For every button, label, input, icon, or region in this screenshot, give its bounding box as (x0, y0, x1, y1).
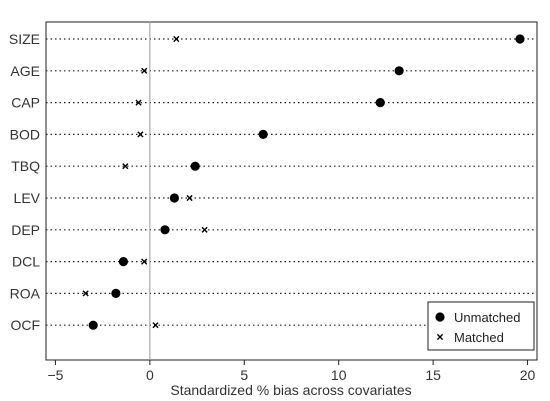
unmatched-point-dep (160, 225, 170, 235)
unmatched-point-bod (258, 129, 268, 139)
unmatched-point-tbq (190, 161, 200, 171)
x-tick-label-4: 15 (425, 367, 441, 383)
x-tick-label-5: 20 (520, 367, 536, 383)
unmatched-point-roa (111, 288, 121, 298)
x-tick-label-1: 0 (146, 367, 154, 383)
legend-marker-matched (436, 333, 444, 341)
legend: Unmatched Matched (427, 301, 535, 351)
matched-point-lev (186, 194, 193, 202)
category-rows: SIZE AGE CAP BOD TBQ LEV DEP DCL ROA OCF (9, 31, 537, 333)
plot-frame (45, 21, 538, 361)
unmatched-point-dcl (118, 257, 129, 267)
matched-point-cap (135, 99, 142, 106)
matched-point-bod (137, 131, 144, 138)
legend-label-unmatched: Unmatched (454, 310, 520, 325)
category-label-bod: BOD (10, 126, 40, 142)
category-label-dep: DEP (11, 222, 40, 238)
unmatched-point-age (394, 66, 404, 76)
category-label-ocf: OCF (10, 317, 40, 333)
category-label-cap: CAP (11, 95, 40, 111)
unmatched-point-cap (375, 98, 385, 108)
unmatched-point-size (515, 34, 525, 44)
category-label-tbq: TBQ (11, 158, 40, 174)
category-label-lev: LEV (14, 190, 41, 206)
x-tick-label-3: 10 (331, 367, 347, 383)
matched-point-ocf (152, 322, 159, 329)
x-tick-label-0: −5 (47, 367, 63, 383)
legend-marker-unmatched (435, 312, 445, 322)
matched-point-size (173, 35, 180, 43)
x-axis: −5 0 5 10 15 20 (47, 360, 536, 383)
x-axis-label: Standardized % bias across covariates (170, 382, 411, 398)
unmatched-point-ocf (88, 320, 98, 330)
matched-point-dcl (141, 258, 148, 265)
unmatched-point-lev (169, 193, 180, 203)
category-label-size: SIZE (9, 31, 40, 47)
legend-label-matched: Matched (454, 330, 504, 345)
matched-point-dep (201, 226, 208, 233)
legend-box (427, 301, 535, 351)
category-label-age: AGE (10, 63, 40, 79)
category-label-dcl: DCL (12, 254, 40, 270)
x-tick-label-2: 5 (240, 367, 248, 383)
matched-point-age (141, 67, 148, 74)
category-label-roa: ROA (10, 285, 41, 301)
matched-point-roa (82, 290, 89, 297)
matched-point-tbq (122, 163, 129, 170)
data-marks (82, 34, 525, 330)
